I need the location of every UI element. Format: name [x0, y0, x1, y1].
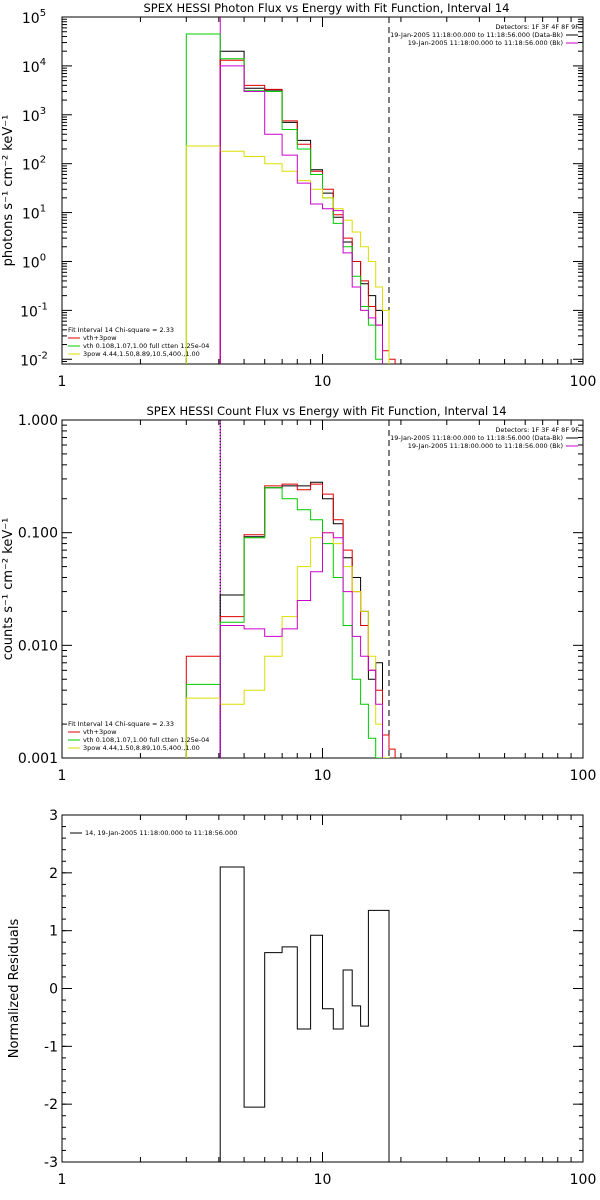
y-tick-exponent: 3 [40, 106, 46, 117]
y-tick-label: 101 [22, 204, 46, 223]
y-tick-exponent: 4 [40, 57, 46, 68]
series-line-vth-3pow [185, 483, 396, 758]
info-line-1: Detectors: 1F 3F 4F 8F 9F [495, 23, 579, 31]
y-tick-label: 10-2 [20, 350, 48, 369]
y-tick-base: 10 [20, 353, 38, 369]
legend-entry-1: Fit Interval 14 Chi-square = 2.33 [68, 720, 174, 728]
x-tick-label: 10 [314, 768, 332, 784]
y-tick-base: 10 [22, 207, 40, 223]
y-tick-base: 10 [22, 11, 40, 27]
x-tick-label: 10 [314, 374, 332, 390]
series-line-vth-3pow [219, 59, 396, 364]
chart-panel-2: SPEX HESSI Count Flux vs Energy with Fit… [1, 404, 597, 784]
info-line-2: 19-Jan-2005 11:18:00.000 to 11:18:56.000… [390, 31, 563, 39]
y-tick-label: -1 [44, 1039, 58, 1055]
y-tick-exponent: 1 [40, 204, 46, 215]
legend-entry-4: 3pow 4.44,1.50,8.89,10.5,400.,1.00 [83, 350, 200, 358]
y-tick-base: 10 [22, 109, 40, 125]
legend-entry-2: vth+3pow [83, 728, 117, 736]
x-tick-label: 1 [58, 374, 67, 390]
plot-area [185, 17, 396, 364]
y-tick-label: 0 [49, 982, 58, 998]
legend-entry-3: vth 0.108,1.07,1.00 full ctten 1.25e-04 [83, 342, 209, 350]
y-tick-label: 100 [22, 252, 46, 271]
legend-entry-2: vth+3pow [83, 334, 117, 342]
legend-entry-1: 14, 19-Jan-2005 11:18:00.000 to 11:18:56… [85, 829, 237, 837]
y-tick-label: 104 [22, 57, 46, 76]
y-tick-label: 105 [22, 8, 46, 27]
y-tick-label: 2 [49, 866, 58, 882]
series-line-data-bk [219, 50, 383, 364]
y-tick-label: -3 [44, 1155, 58, 1171]
y-tick-label: 3 [49, 808, 58, 824]
info-line-2: 19-Jan-2005 11:18:00.000 to 11:18:56.000… [390, 434, 563, 442]
x-tick-label: 100 [570, 374, 597, 390]
y-tick-label: 0.010 [18, 638, 58, 654]
x-tick-label: 10 [314, 1172, 332, 1188]
legend-entry-3: vth 0.108,1.07,1.00 full ctten 1.25e-04 [83, 736, 209, 744]
plot-area [219, 866, 390, 1162]
y-tick-label: 1 [49, 924, 58, 940]
series-line-bk [219, 532, 383, 758]
x-tick-label: 100 [570, 1172, 597, 1188]
series-line-data-bk [219, 481, 383, 758]
series-line-vth [185, 33, 383, 364]
y-tick-base: 10 [22, 255, 40, 271]
chart-title: SPEX HESSI Photon Flux vs Energy with Fi… [143, 1, 509, 15]
y-axis-label: counts s⁻¹ cm⁻² keV⁻¹ [1, 518, 16, 661]
x-tick-label: 1 [58, 1172, 67, 1188]
y-tick-label: -2 [44, 1097, 58, 1113]
y-tick-exponent: 2 [40, 155, 46, 166]
chart-panel-1: SPEX HESSI Photon Flux vs Energy with Fi… [1, 1, 596, 390]
y-tick-base: 10 [20, 304, 38, 320]
y-tick-exponent: -1 [38, 301, 48, 312]
series-line-bk [219, 65, 383, 364]
legend-entry-4: 3pow 4.44,1.50,8.89,10.5,400.,1.00 [83, 744, 200, 752]
y-tick-label: 102 [22, 155, 46, 174]
series-line-vth [185, 487, 383, 758]
residual-step-line [219, 866, 390, 1162]
series-line-3pow [185, 145, 390, 364]
y-tick-exponent: 5 [40, 8, 46, 19]
y-tick-exponent: -2 [38, 350, 48, 361]
y-tick-base: 10 [22, 60, 40, 76]
y-tick-label: 10-1 [20, 301, 48, 320]
y-tick-label: 0.001 [18, 751, 58, 767]
y-axis-label: Normalized Residuals [7, 919, 22, 1059]
y-tick-base: 10 [22, 158, 40, 174]
chart-title: SPEX HESSI Count Flux vs Energy with Fit… [146, 404, 506, 418]
legend-entry-1: Fit Interval 14 Chi-square = 2.33 [68, 326, 174, 334]
plot-area [185, 420, 396, 758]
y-axis-label: photons s⁻¹ cm⁻² keV⁻¹ [1, 115, 16, 267]
info-line-3: 19-Jan-2005 11:18:00.000 to 11:18:56.000… [408, 39, 563, 47]
y-tick-label: 1.000 [18, 413, 58, 429]
series-line-3pow [185, 532, 390, 758]
y-tick-label: 0.100 [18, 526, 58, 542]
y-tick-label: 103 [22, 106, 46, 125]
x-tick-label: 100 [570, 768, 597, 784]
plot-frame [61, 419, 584, 759]
y-tick-exponent: 0 [40, 252, 46, 263]
info-line-3: 19-Jan-2005 11:18:00.000 to 11:18:56.000… [408, 442, 563, 450]
x-tick-label: 1 [58, 768, 67, 784]
info-line-1: Detectors: 1F 3F 4F 8F 9F [495, 426, 579, 434]
